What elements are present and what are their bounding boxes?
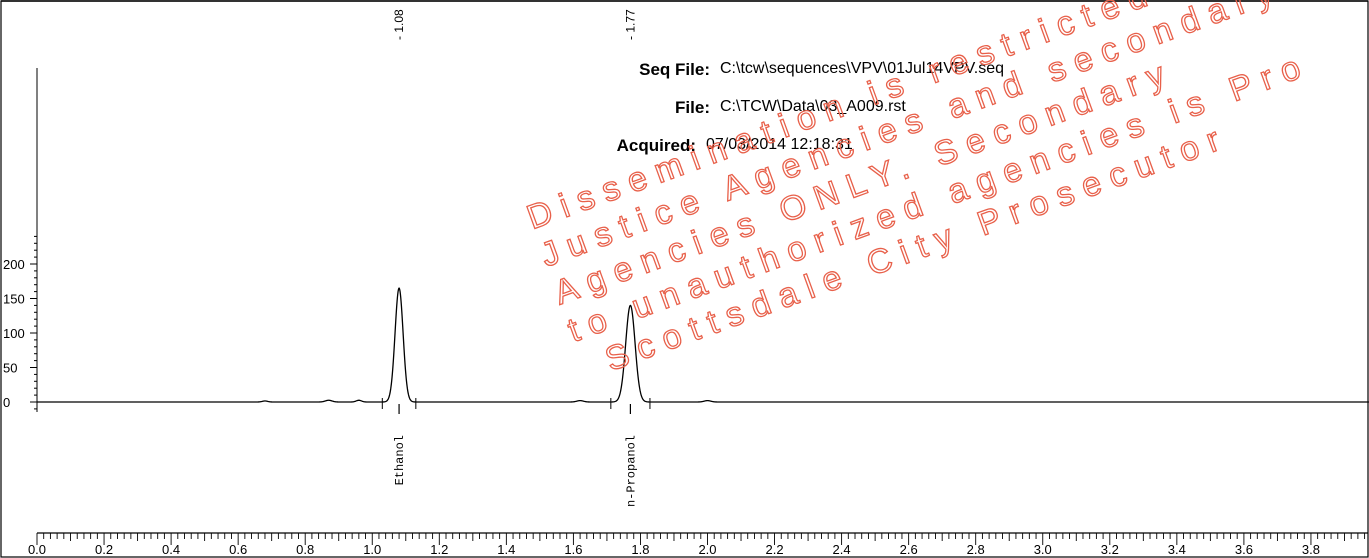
x-tick-label: 2.2 bbox=[766, 542, 784, 557]
x-axis: 0.0 0.2 0.4 0.6 0.8 1.0 1.2 1.4 1.6 1.8 2.0 2.2 2.4 2… bbox=[28, 532, 1368, 557]
y-tick-label: 0 bbox=[3, 395, 10, 410]
x-tick-label: 3.0 bbox=[1034, 542, 1052, 557]
x-tick-label: 0.0 bbox=[28, 542, 46, 557]
x-tick-label: 1.0 bbox=[363, 542, 381, 557]
y-axis: 0 50 100 150 200 bbox=[3, 68, 38, 412]
peak-labels: - 1.08 Ethanol - 1.77 n-Propanol bbox=[381, 9, 651, 507]
file-value: C:\TCW\Data\03_A009.rst bbox=[720, 98, 906, 115]
peak-name-label: Ethanol bbox=[393, 435, 407, 485]
x-tick-label: 1.2 bbox=[430, 542, 448, 557]
y-tick-label: 50 bbox=[3, 361, 17, 376]
x-tick-label: 0.8 bbox=[296, 542, 314, 557]
x-tick-label: 1.6 bbox=[564, 542, 582, 557]
acquired-label: Acquired: bbox=[616, 136, 696, 155]
x-tick-label: 3.6 bbox=[1235, 542, 1253, 557]
x-tick-label: 3.8 bbox=[1302, 542, 1320, 557]
x-tick-label: 1.4 bbox=[497, 542, 515, 557]
y-tick-label: 100 bbox=[3, 326, 25, 341]
y-tick-label: 200 bbox=[3, 257, 25, 272]
chromatogram-trace bbox=[37, 287, 1369, 403]
peak-rt-label: - 1.08 bbox=[392, 9, 406, 40]
x-tick-label: 0.2 bbox=[95, 542, 113, 557]
seq-file-label: Seq File: bbox=[639, 60, 710, 79]
x-tick-label: 3.4 bbox=[1168, 542, 1186, 557]
x-tick-label: 2.0 bbox=[698, 542, 716, 557]
seq-file-value: C:\tcw\sequences\VPV\01Jul14VPV.seq bbox=[720, 60, 1005, 77]
peak-rt-label: - 1.77 bbox=[623, 9, 637, 40]
file-label: File: bbox=[675, 98, 710, 117]
x-tick-label: 2.6 bbox=[900, 542, 918, 557]
x-tick-label: 2.4 bbox=[833, 542, 851, 557]
chromatogram-trace-group bbox=[37, 287, 1369, 403]
x-tick-label: 0.4 bbox=[162, 542, 180, 557]
y-tick-label: 150 bbox=[3, 292, 25, 307]
x-tick-label: 2.8 bbox=[967, 542, 985, 557]
x-tick-label: 3.2 bbox=[1101, 542, 1119, 557]
acquired-value: 07/03/2014 12:18:31 bbox=[706, 136, 853, 153]
x-tick-label: 1.8 bbox=[631, 542, 649, 557]
peak-name-label: n-Propanol bbox=[624, 435, 638, 507]
x-tick-label: 0.6 bbox=[229, 542, 247, 557]
